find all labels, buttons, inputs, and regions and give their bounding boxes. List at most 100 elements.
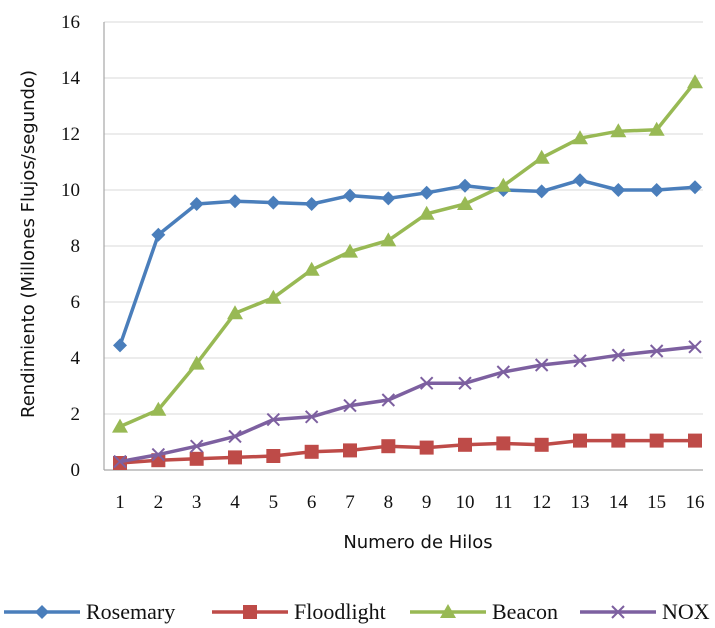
data-point-rosemary (573, 173, 587, 188)
x-axis-title: Numero de Hilos (343, 532, 492, 553)
data-point-nox (496, 365, 511, 379)
data-point-nox (458, 376, 472, 390)
y-tick-label: 12 (61, 124, 80, 145)
series-lines (112, 74, 703, 470)
data-point-beacon (418, 205, 435, 220)
series-line-beacon (119, 81, 697, 429)
x-tick-label: 6 (307, 492, 317, 513)
y-tick-label: 4 (71, 348, 81, 369)
x-axis-ticks: 1 2 3 4 5 6 7 8 9 10 11 12 13 14 15 16 (115, 492, 704, 513)
y-tick-label: 8 (71, 236, 81, 257)
data-point-nox (381, 393, 396, 407)
legend-label: NOX (662, 599, 710, 624)
legend-item-nox: NOX (580, 599, 710, 624)
x-tick-label: 1 (115, 492, 125, 513)
x-tick-label: 7 (345, 492, 355, 513)
data-point-rosemary (343, 188, 357, 203)
data-point-beacon (265, 289, 282, 304)
data-point-floodlight (381, 439, 396, 454)
data-point-nox (266, 412, 281, 427)
data-point-rosemary (534, 184, 549, 199)
data-point-floodlight (343, 443, 357, 458)
x-tick-label: 12 (532, 492, 551, 513)
data-point-nox (228, 429, 242, 444)
data-point-nox (151, 447, 166, 462)
data-point-rosemary (304, 197, 319, 211)
legend: Rosemary Floodlight Beacon NOX (4, 599, 710, 624)
series-nox (113, 340, 702, 469)
legend-item-floodlight: Floodlight (212, 599, 386, 624)
series-rosemary (113, 173, 702, 353)
x-tick-label: 5 (269, 492, 279, 513)
x-tick-label: 8 (384, 492, 394, 513)
data-point-floodlight (266, 449, 281, 463)
x-tick-label: 14 (609, 492, 629, 513)
data-point-floodlight (458, 437, 472, 452)
axes (103, 22, 703, 471)
data-point-beacon (687, 74, 703, 89)
y-axis-ticks: 0 2 4 6 8 10 12 14 16 (61, 12, 81, 481)
series-line-nox (119, 345, 696, 464)
legend-label: Floodlight (294, 599, 386, 624)
series-line-rosemary (118, 178, 696, 346)
y-tick-label: 10 (61, 180, 80, 201)
data-point-beacon (457, 196, 473, 210)
data-point-beacon (188, 355, 205, 370)
legend-marker-rosemary (35, 605, 49, 619)
x-tick-label: 10 (456, 492, 475, 513)
x-tick-label: 15 (647, 492, 666, 513)
data-point-beacon (533, 149, 550, 164)
data-point-rosemary (189, 197, 204, 211)
data-point-nox (419, 376, 434, 390)
legend-item-rosemary: Rosemary (4, 599, 175, 624)
y-tick-label: 14 (61, 68, 81, 89)
data-point-rosemary (419, 185, 434, 200)
y-tick-label: 6 (71, 292, 81, 313)
data-point-rosemary (228, 194, 242, 209)
series-line-floodlight (119, 438, 695, 465)
data-point-beacon (648, 121, 665, 136)
data-point-beacon (495, 177, 512, 192)
x-tick-label: 16 (686, 492, 705, 513)
x-tick-label: 2 (154, 492, 164, 513)
data-point-nox (113, 454, 127, 469)
data-point-floodlight (496, 436, 511, 451)
data-point-beacon (572, 130, 588, 145)
data-point-floodlight (534, 437, 549, 452)
x-tick-label: 11 (494, 492, 512, 513)
data-point-beacon (112, 418, 128, 433)
y-tick-label: 0 (71, 460, 81, 481)
legend-label: Rosemary (86, 599, 175, 624)
legend-marker-nox (611, 605, 625, 619)
data-point-rosemary (611, 183, 626, 197)
data-point-nox (649, 344, 664, 358)
legend-marker-floodlight (243, 605, 257, 619)
data-point-beacon (227, 305, 243, 320)
x-tick-label: 13 (571, 492, 590, 513)
data-point-floodlight (688, 433, 702, 448)
data-point-nox (688, 340, 702, 354)
legend-item-beacon: Beacon (410, 599, 558, 624)
data-point-beacon (150, 401, 167, 416)
legend-label: Beacon (492, 599, 558, 624)
data-point-beacon (380, 232, 397, 247)
data-point-floodlight (419, 440, 434, 455)
data-point-rosemary (151, 227, 166, 242)
data-point-rosemary (688, 180, 702, 195)
series-beacon (112, 74, 703, 433)
data-point-rosemary (649, 183, 664, 197)
data-point-nox (189, 439, 204, 453)
data-point-nox (304, 410, 319, 424)
data-point-nox (611, 348, 626, 362)
data-point-nox (534, 358, 549, 372)
x-tick-label: 9 (422, 492, 432, 513)
gridlines (104, 21, 703, 415)
data-point-floodlight (573, 433, 587, 448)
data-point-beacon (342, 243, 358, 258)
data-point-floodlight (611, 433, 626, 448)
data-point-floodlight (304, 444, 319, 459)
data-point-rosemary (458, 178, 472, 193)
data-point-rosemary (113, 338, 127, 353)
data-point-floodlight (228, 450, 242, 465)
